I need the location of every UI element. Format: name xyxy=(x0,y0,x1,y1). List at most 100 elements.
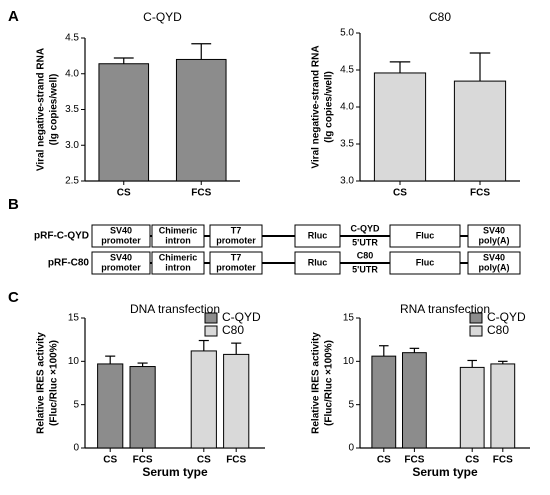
element-box xyxy=(389,251,461,275)
element-label: Fluc xyxy=(416,257,435,267)
element-box xyxy=(91,224,151,248)
element-label: promoter xyxy=(101,262,141,272)
legend-label: C80 xyxy=(222,323,244,337)
element-label: promoter xyxy=(101,235,141,245)
x-tick-label: FCS xyxy=(470,188,490,199)
y-tick-label: 2.5 xyxy=(65,176,79,187)
element-label: Chimeric xyxy=(159,252,198,262)
y-tick-label: 3.5 xyxy=(340,139,354,150)
bar xyxy=(371,355,397,449)
element-label: Fluc xyxy=(416,230,435,240)
x-tick-label: CS xyxy=(197,455,211,466)
element-label: poly(A) xyxy=(479,235,510,245)
y-axis-label: (Fluc/Rluc ×100%) xyxy=(49,340,60,426)
panel-label: B xyxy=(8,196,19,213)
y-tick-label: 4.0 xyxy=(65,68,79,79)
y-tick-label: 10 xyxy=(343,356,355,367)
bar xyxy=(97,363,124,449)
element-box xyxy=(467,224,521,248)
x-tick-label: CS xyxy=(103,455,117,466)
y-axis-label: (lg copies/well) xyxy=(324,71,335,143)
element-label: promoter xyxy=(216,262,256,272)
element-label: T7 xyxy=(231,225,242,235)
chart-title: RNA transfection xyxy=(400,302,490,316)
element-label: intron xyxy=(165,235,191,245)
x-tick-label: CS xyxy=(393,188,407,199)
y-axis-label: (Fluc/Rluc ×100%) xyxy=(324,340,335,426)
element-box xyxy=(209,251,263,275)
legend-label: C80 xyxy=(487,323,509,337)
y-tick-label: 0 xyxy=(348,443,354,454)
chart-title: C80 xyxy=(429,10,451,24)
y-tick-label: 0 xyxy=(73,443,79,454)
element-box xyxy=(467,251,521,275)
element-box xyxy=(151,251,205,275)
y-tick-label: 4.5 xyxy=(340,65,354,76)
element-label: SV40 xyxy=(483,225,505,235)
chart-title: DNA transfection xyxy=(130,302,220,316)
y-tick-label: 4.5 xyxy=(65,33,79,44)
y-axis-label: Relative IRES activity xyxy=(36,332,47,434)
bar xyxy=(453,80,507,182)
y-tick-label: 3.0 xyxy=(65,140,79,151)
element-label: Rluc xyxy=(308,230,328,240)
legend-swatch xyxy=(469,312,483,324)
element-box xyxy=(91,251,151,275)
y-axis-label: Relative IRES activity xyxy=(311,332,322,434)
y-tick-label: 10 xyxy=(68,356,80,367)
bar xyxy=(490,363,516,449)
element-label: SV40 xyxy=(110,252,132,262)
utr-label: 5'UTR xyxy=(352,264,378,274)
panel-label: A xyxy=(8,8,19,25)
y-tick-label: 3.0 xyxy=(340,176,354,187)
element-box xyxy=(389,224,461,248)
construct-label: pRF-C80 xyxy=(48,258,90,269)
legend-swatch xyxy=(469,325,483,337)
y-tick-label: 5.0 xyxy=(340,28,354,39)
x-tick-label: FCS xyxy=(133,455,153,466)
y-axis-label: (lg copies/well) xyxy=(49,74,60,146)
x-tick-label: CS xyxy=(117,188,131,199)
element-box xyxy=(294,224,341,248)
bar xyxy=(190,350,217,449)
chart-title: C-QYD xyxy=(143,10,182,24)
x-tick-label: FCS xyxy=(226,455,246,466)
legend-swatch xyxy=(204,325,218,337)
element-label: T7 xyxy=(231,252,242,262)
y-tick-label: 5 xyxy=(73,399,79,410)
bar xyxy=(129,366,156,449)
element-label: SV40 xyxy=(110,225,132,235)
x-axis-label: Serum type xyxy=(142,465,208,479)
utr-label: C80 xyxy=(357,250,374,260)
element-box xyxy=(151,224,205,248)
legend-label: C-QYD xyxy=(487,310,526,324)
element-label: poly(A) xyxy=(479,262,510,272)
y-axis-label: Viral negative-strand RNA xyxy=(36,48,47,171)
utr-label: 5'UTR xyxy=(352,237,378,247)
x-tick-label: CS xyxy=(465,455,479,466)
bar xyxy=(98,63,150,182)
panel-label: C xyxy=(8,289,19,306)
y-axis-label: Viral negative-strand RNA xyxy=(311,45,322,168)
element-box xyxy=(209,224,263,248)
bar xyxy=(175,58,227,182)
legend-label: C-QYD xyxy=(222,310,261,324)
element-box xyxy=(294,251,341,275)
element-label: intron xyxy=(165,262,191,272)
legend-swatch xyxy=(204,312,218,324)
construct-label: pRF-C-QYD xyxy=(34,231,89,242)
y-tick-label: 3.5 xyxy=(65,104,79,115)
y-tick-label: 15 xyxy=(68,313,80,324)
element-label: promoter xyxy=(216,235,256,245)
x-tick-label: FCS xyxy=(191,188,211,199)
element-label: SV40 xyxy=(483,252,505,262)
bar xyxy=(373,72,427,182)
element-label: Rluc xyxy=(308,257,328,267)
utr-label: C-QYD xyxy=(351,223,381,233)
bar xyxy=(459,366,485,449)
y-tick-label: 5 xyxy=(348,399,354,410)
bar xyxy=(223,353,250,449)
x-tick-label: FCS xyxy=(404,455,424,466)
y-tick-label: 15 xyxy=(343,313,355,324)
